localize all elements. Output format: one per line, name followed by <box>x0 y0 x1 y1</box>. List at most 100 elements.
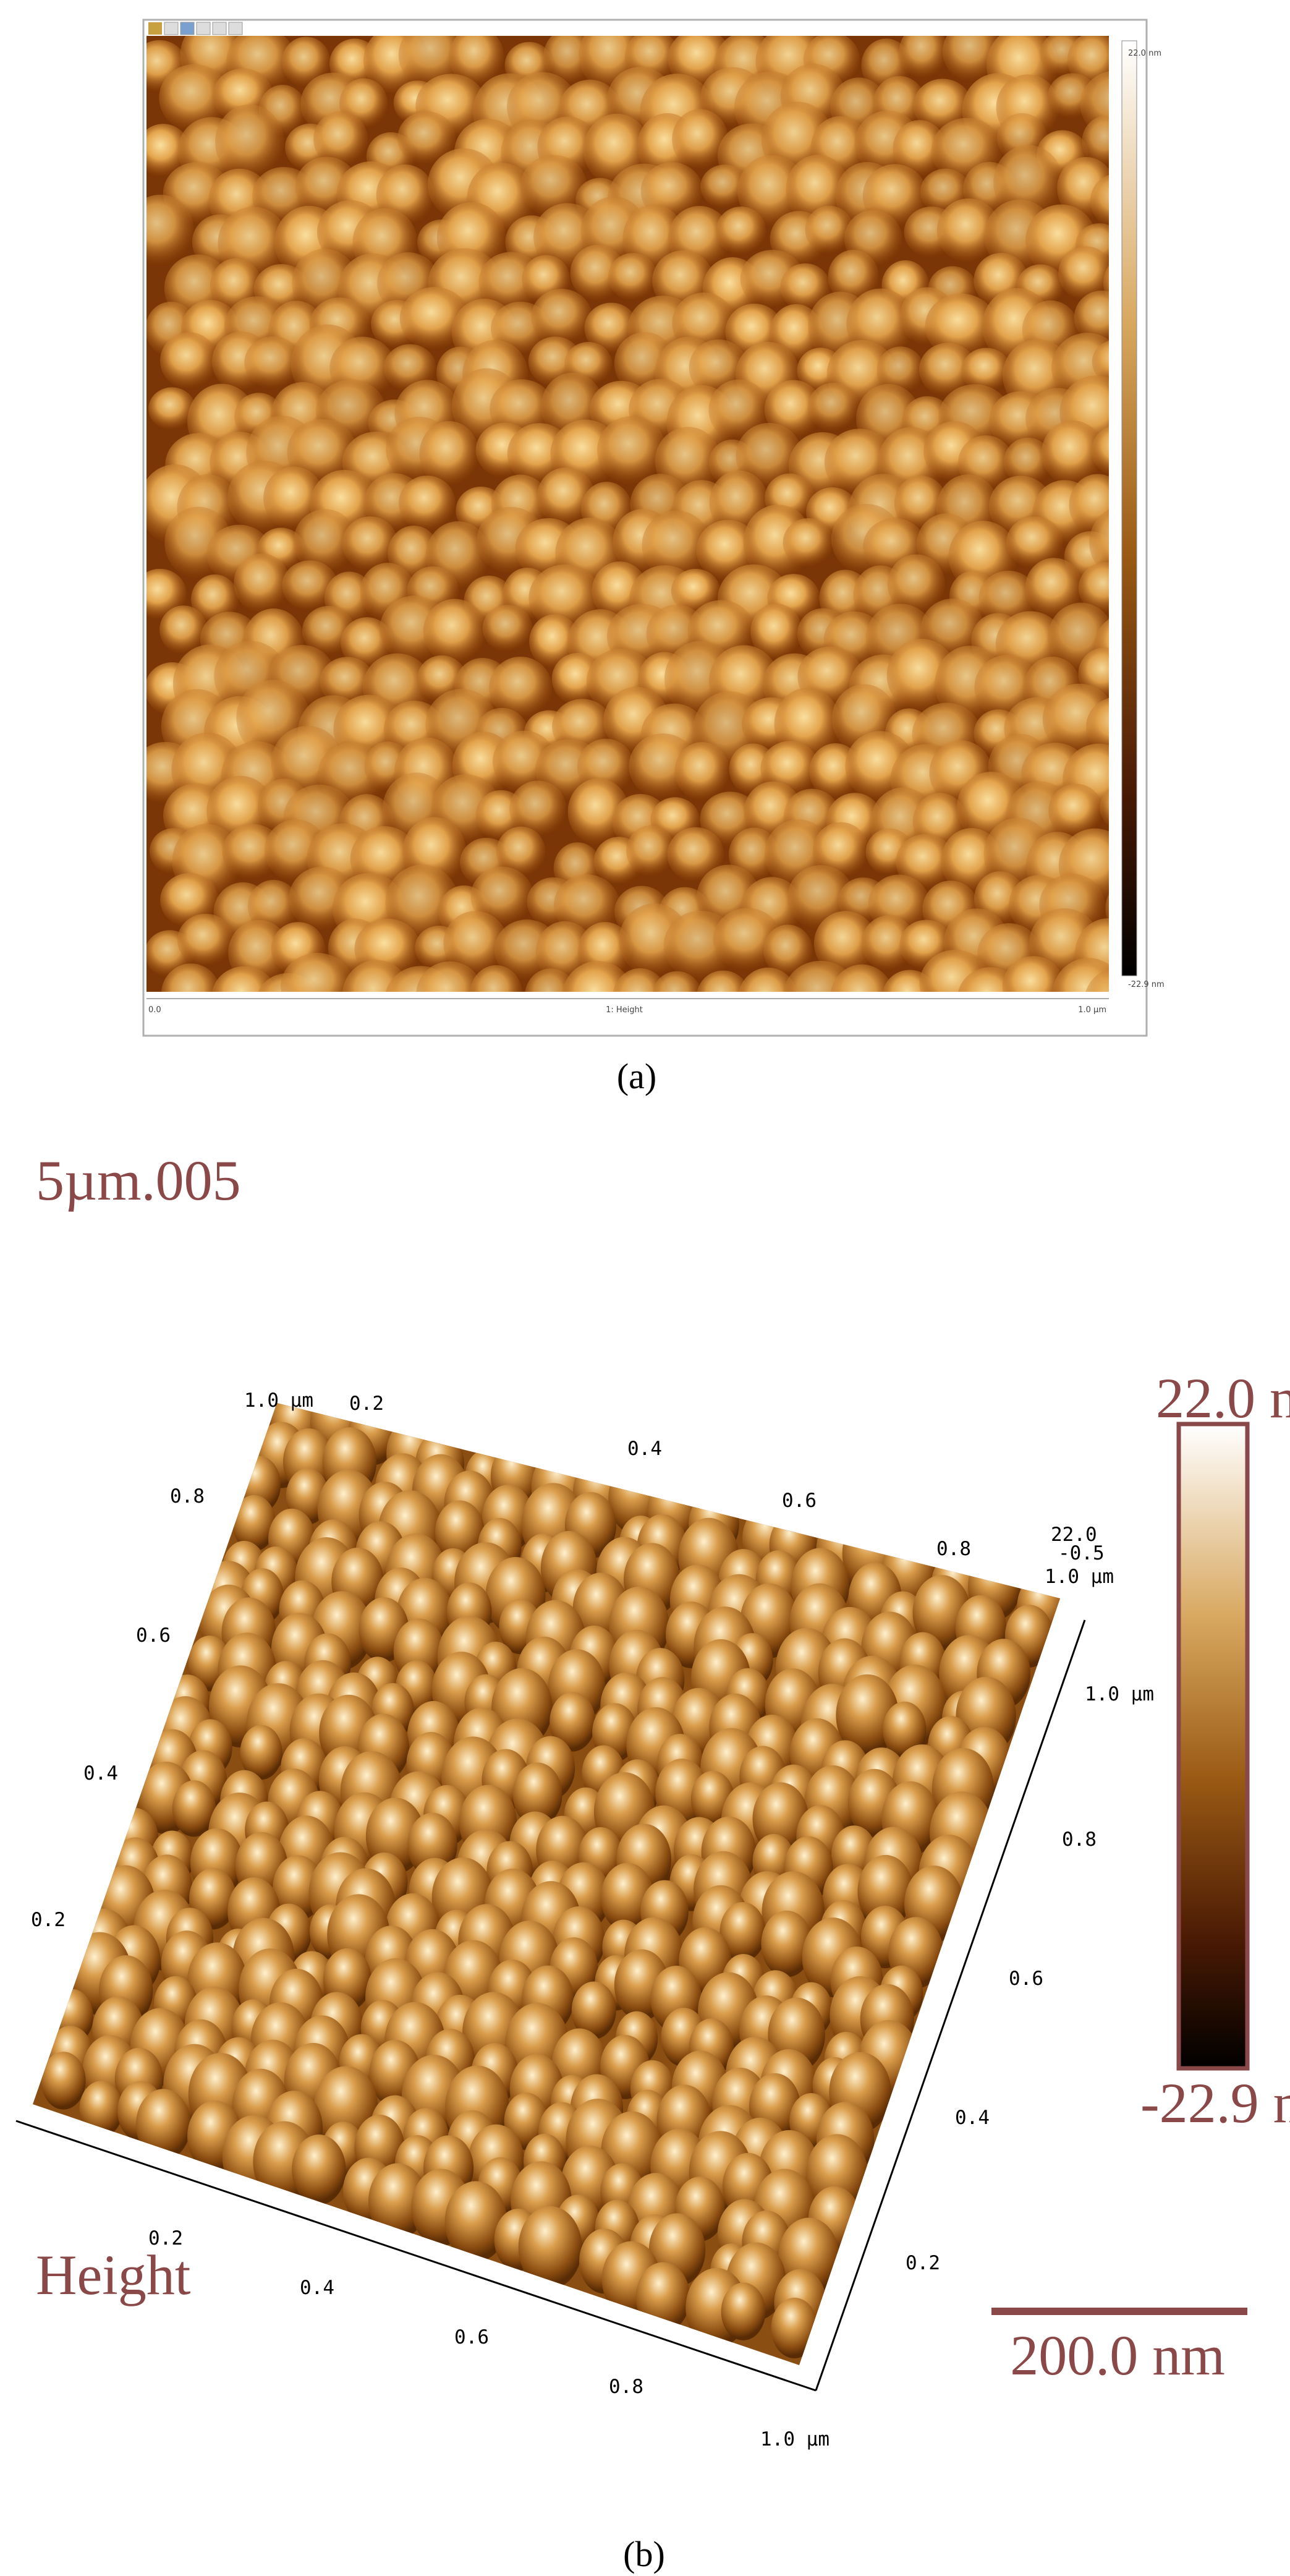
grains <box>146 36 1109 992</box>
grain <box>672 109 729 170</box>
grain <box>282 36 331 87</box>
grain <box>674 742 730 801</box>
grain <box>626 825 676 877</box>
grain <box>423 599 486 664</box>
grain <box>738 967 798 992</box>
grain <box>146 194 194 266</box>
axis-label: 1.0 µm <box>760 2428 830 2450</box>
grain <box>470 866 534 926</box>
tool-icon[interactable] <box>148 22 162 35</box>
axis-label: 0.8 <box>609 2376 643 2398</box>
grain <box>807 382 860 432</box>
axis-label: 0.6 <box>136 1624 171 1647</box>
grain <box>313 111 368 168</box>
grain <box>1074 290 1109 344</box>
tool-icon[interactable] <box>180 22 195 35</box>
grain <box>383 344 436 391</box>
grain <box>876 346 925 395</box>
grain <box>961 348 1011 393</box>
grain <box>399 476 456 531</box>
grain <box>828 249 879 304</box>
grain <box>750 603 802 660</box>
grain <box>716 207 766 255</box>
colorbar-min: -22.9 nm <box>1128 980 1165 989</box>
grain-3d <box>836 1674 899 1756</box>
grain <box>159 332 218 390</box>
tool-icon[interactable] <box>228 22 243 35</box>
grain <box>763 924 813 977</box>
grain <box>293 509 357 574</box>
axis-label: 0.6 <box>1009 1968 1043 1990</box>
grain-3d <box>232 1495 276 1551</box>
grain <box>1048 783 1103 838</box>
grain-3d <box>512 1762 562 1827</box>
grain-3d <box>635 2262 690 2333</box>
axis-label: 0.2 <box>31 1909 66 1931</box>
grain <box>1105 893 1109 923</box>
grain <box>613 968 668 992</box>
grain <box>608 253 658 301</box>
grain <box>470 965 522 992</box>
scale-bar-label: 200.0 nm <box>1010 2324 1225 2387</box>
grain <box>177 913 234 967</box>
tool-icon[interactable] <box>212 22 227 35</box>
grain <box>416 961 483 992</box>
axis-label: 0.4 <box>955 2107 990 2129</box>
grain <box>736 422 803 490</box>
grain <box>925 293 998 359</box>
grain-3d <box>571 1981 616 2039</box>
grain <box>234 553 291 613</box>
grain-3d <box>135 2089 191 2160</box>
grain <box>899 36 948 79</box>
grain <box>247 879 300 934</box>
axis-label: 1.0 µm <box>1085 1683 1154 1705</box>
grain <box>215 104 284 180</box>
axis-label: -0.5 <box>1058 1542 1105 1564</box>
channel-label: 1: Height <box>606 1005 643 1015</box>
grain <box>764 380 823 439</box>
grain <box>893 120 946 178</box>
grain <box>489 656 553 719</box>
axis-label: 0.4 <box>83 1762 118 1785</box>
grain <box>525 968 577 992</box>
grain <box>737 155 807 228</box>
colorbar-3d <box>1176 1422 1250 2071</box>
grain <box>342 516 398 571</box>
grain <box>1025 558 1083 618</box>
axis-label: 0.8 <box>170 1485 205 1508</box>
afm-image-2d <box>146 36 1109 992</box>
x-end: 1.0 µm <box>1078 1005 1106 1015</box>
grain <box>397 111 456 165</box>
colorbar-min-3d: -22.9 nm <box>1140 2071 1290 2135</box>
grain-3d <box>883 1701 927 1759</box>
axis-label: 0.6 <box>454 2326 489 2348</box>
grain <box>1089 510 1109 576</box>
grain <box>813 911 877 976</box>
tool-icon[interactable] <box>196 22 211 35</box>
grain <box>1058 246 1109 301</box>
grain <box>449 36 504 87</box>
grain <box>159 605 208 654</box>
grain <box>1003 437 1053 487</box>
grains-3d <box>41 1403 1060 2359</box>
axis-label: 1.0 µm <box>1045 1566 1114 1588</box>
toolbar <box>148 22 243 35</box>
grain <box>642 510 711 580</box>
grain-3d <box>292 2135 346 2205</box>
colorbar <box>1121 40 1137 976</box>
grain <box>896 834 956 890</box>
grain <box>1078 562 1109 614</box>
grain <box>419 420 479 487</box>
grain <box>443 911 508 976</box>
grain <box>667 827 724 882</box>
grain <box>1082 115 1109 167</box>
grain <box>520 155 587 217</box>
grain <box>652 971 702 992</box>
grain <box>597 416 667 485</box>
grain <box>861 915 916 971</box>
grain <box>1091 426 1109 475</box>
grain <box>161 963 221 992</box>
tool-icon[interactable] <box>164 22 179 35</box>
grain-3d <box>857 1854 914 1928</box>
grain <box>553 874 620 936</box>
